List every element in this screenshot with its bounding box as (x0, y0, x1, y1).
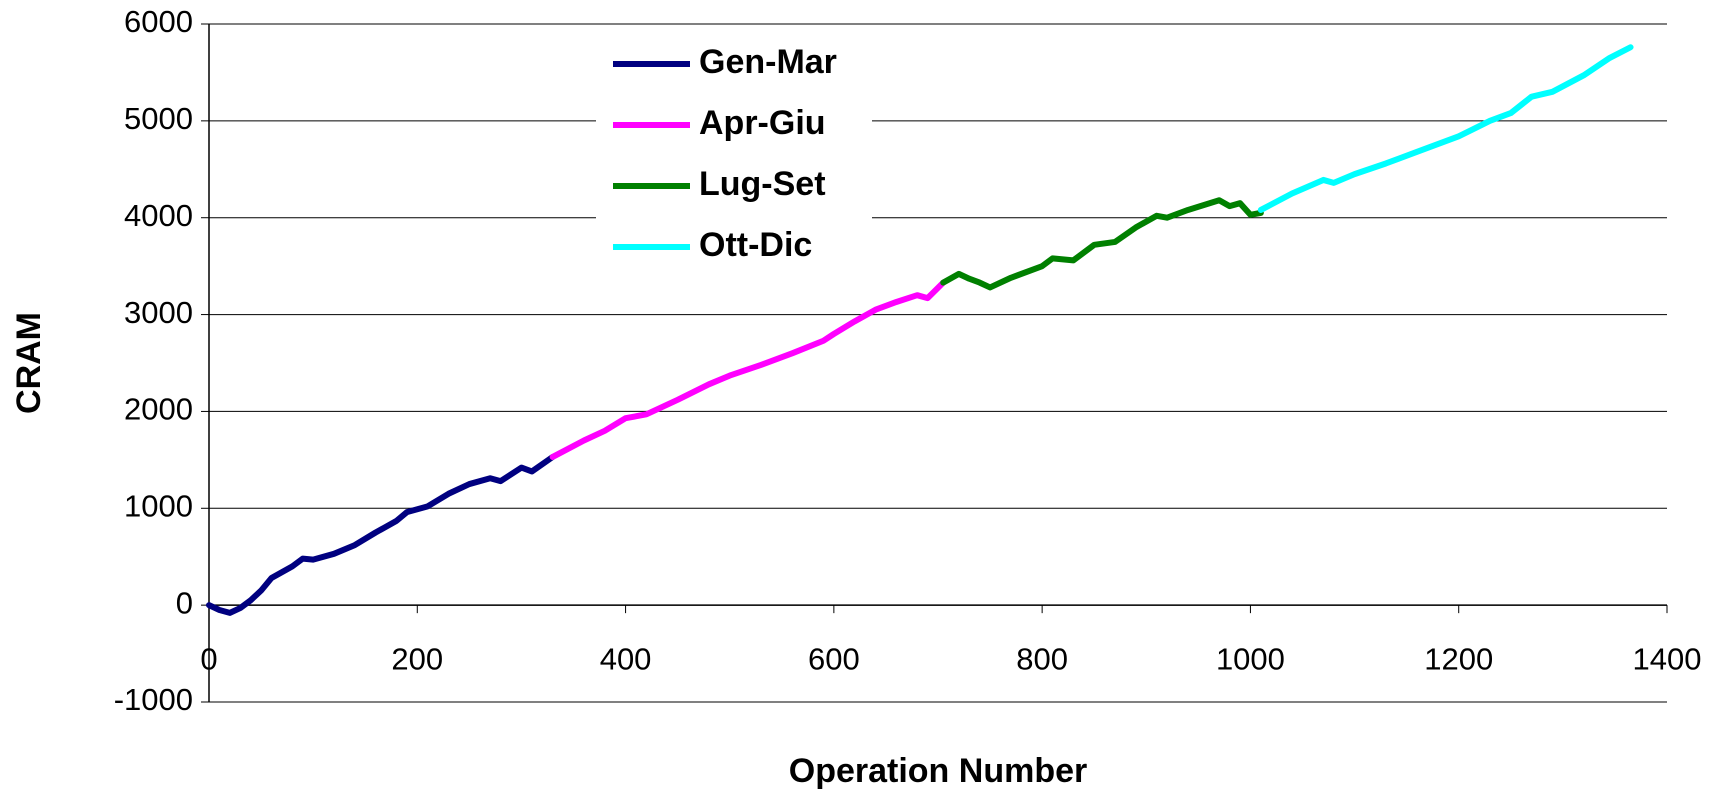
x-tick-label: 1200 (1424, 641, 1493, 676)
y-tick-label: -1000 (114, 682, 193, 717)
x-tick-label: 1000 (1216, 641, 1285, 676)
x-tick-label: 1400 (1633, 641, 1702, 676)
legend-label: Ott-Dic (699, 226, 812, 264)
x-tick-label: 800 (1016, 641, 1068, 676)
series-line (940, 197, 1264, 291)
x-tick-label: 400 (600, 641, 652, 676)
y-tick-label: 1000 (124, 488, 193, 523)
x-axis-label: Operation Number (789, 752, 1087, 790)
y-tick-label: 5000 (124, 101, 193, 136)
x-tick-label: 0 (200, 641, 217, 676)
legend-label: Gen-Mar (699, 43, 837, 81)
y-tick-label: 0 (176, 585, 193, 620)
y-tick-label: 3000 (124, 295, 193, 330)
y-tick-label: 6000 (124, 4, 193, 39)
series-line (1257, 44, 1634, 213)
y-tick-label: 4000 (124, 198, 193, 233)
y-tick-label: 2000 (124, 392, 193, 427)
legend-box (596, 31, 872, 276)
legend-label: Lug-Set (699, 165, 826, 203)
series-line (206, 453, 556, 616)
y-axis-label: CRAM (10, 312, 48, 414)
x-tick-label: 600 (808, 641, 860, 676)
legend-label: Apr-Giu (699, 104, 826, 142)
x-tick-label: 200 (391, 641, 443, 676)
series-line (549, 279, 947, 460)
